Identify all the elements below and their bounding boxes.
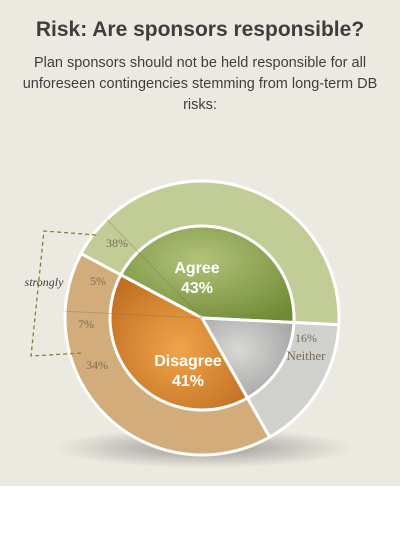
sub-dividers [65,219,203,319]
inner-slice-disagree [108,272,250,412]
inner-slice-agree [118,224,296,325]
sub-divider-agree [106,219,203,319]
neither-percent: 16% [295,331,317,345]
sub-divider-disagree [65,310,203,319]
disagree-percent: 41% [172,373,204,390]
chart-subtitle: Plan sponsors should not be held respons… [22,55,378,113]
strongly-label: strongly [25,275,65,289]
disagree-label-34: 34% [86,358,108,372]
strongly-bracket [30,230,97,357]
inner-slice-neither [199,316,296,401]
agree-percent: 43% [181,280,213,297]
chart-title: Risk: Are sponsors responsible? [35,18,365,41]
agree-label-38: 38% [106,236,128,250]
agree-label: Agree [174,260,219,277]
disagree-strongly-label-7: 7% [78,317,94,331]
inner-pie [108,224,296,412]
agree-strongly-label-5: 5% [90,274,106,288]
disagree-label: Disagree [154,353,222,370]
neither-label: Neither [287,348,327,363]
labels: Agree 43% Disagree 41% 38% 5% 7% 34% 16% Neither s… [25,236,327,390]
